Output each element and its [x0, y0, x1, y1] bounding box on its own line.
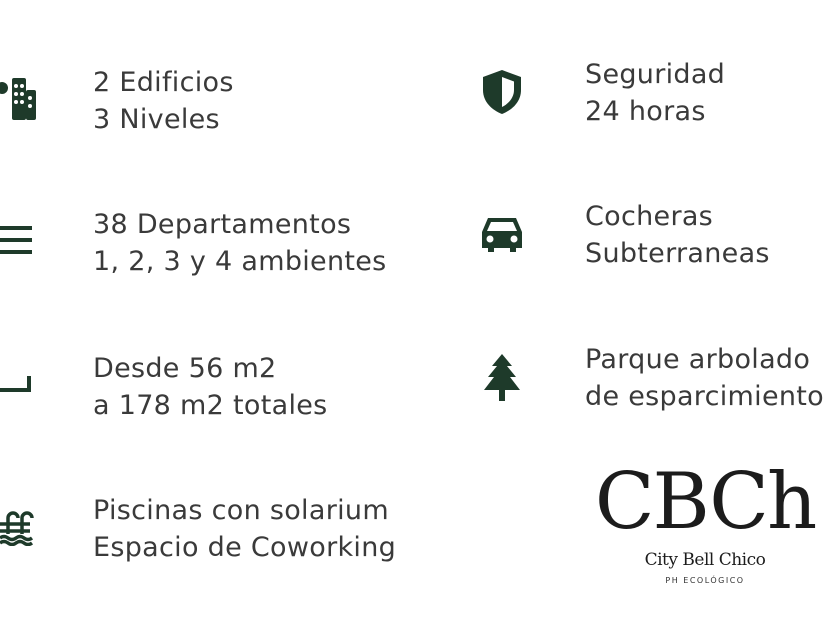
feature-security: Seguridad 24 horas [585, 59, 726, 127]
feature-amenities: Piscinas con solarium Espacio de Coworkin… [93, 495, 397, 563]
list-icon [0, 226, 32, 254]
feature-area: Desde 56 m2 a 178 m2 totales [93, 353, 328, 421]
logo-tagline: PH ECOLÓGICO [665, 576, 745, 585]
feature-park: Parque arbolado de esparcimiento [585, 344, 824, 412]
logo-name: City Bell Chico [644, 550, 766, 570]
logo-mark: CBCh [594, 457, 817, 547]
city-bell-chico-logo: CBCh City Bell Chico PH ECOLÓGICO [585, 460, 825, 585]
tree-icon [484, 354, 520, 401]
pool-icon [0, 511, 34, 546]
car-icon [482, 218, 522, 252]
floor-plan-icon [0, 376, 31, 392]
building-icon [0, 78, 36, 120]
shield-icon [483, 70, 521, 114]
feature-buildings: 2 Edificios 3 Niveles [93, 67, 234, 135]
feature-parking: Cocheras Subterraneas [585, 201, 770, 269]
feature-apartments: 38 Departamentos 1, 2, 3 y 4 ambientes [93, 209, 387, 277]
